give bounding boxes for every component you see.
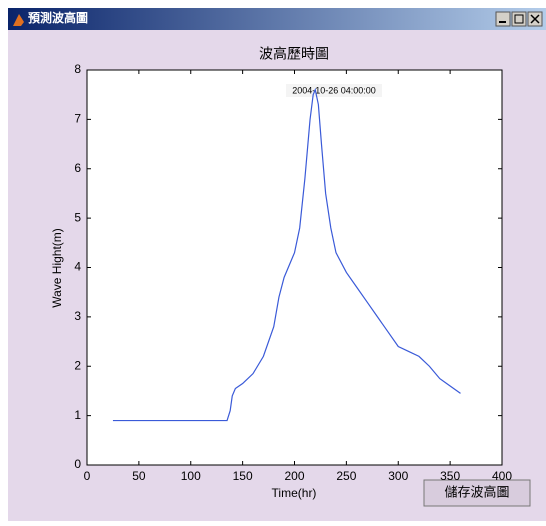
maximize-button[interactable] bbox=[512, 12, 526, 26]
y-tick-label: 6 bbox=[74, 161, 81, 175]
y-tick-label: 1 bbox=[74, 408, 81, 422]
x-tick-label: 300 bbox=[388, 469, 408, 483]
y-tick-label: 0 bbox=[74, 457, 81, 471]
y-tick-label: 7 bbox=[74, 112, 81, 126]
annotation: 2004-10-26 04:00:00 bbox=[292, 85, 376, 95]
plot-area bbox=[87, 70, 502, 465]
chart-title: 波高歷時圖 bbox=[259, 46, 329, 62]
window-title: 預測波高圖 bbox=[28, 10, 88, 25]
title-bar bbox=[8, 8, 546, 30]
x-tick-label: 100 bbox=[181, 469, 201, 483]
y-axis-label: Wave Hight(m) bbox=[50, 228, 64, 308]
x-axis-label: Time(hr) bbox=[272, 486, 317, 500]
x-tick-label: 0 bbox=[84, 469, 91, 483]
x-tick-label: 350 bbox=[440, 469, 460, 483]
window: 預測波高圖 波高歷時圖 Time(hr) Wave Hight(m) 2004-… bbox=[0, 0, 546, 521]
x-tick-label: 400 bbox=[492, 469, 512, 483]
x-tick-label: 50 bbox=[132, 469, 146, 483]
y-tick-label: 8 bbox=[74, 62, 81, 76]
y-tick-label: 3 bbox=[74, 309, 81, 323]
y-tick-label: 4 bbox=[74, 260, 81, 274]
minimize-button[interactable] bbox=[496, 12, 510, 26]
window-controls[interactable] bbox=[496, 12, 542, 26]
save-button-label: 儲存波高圖 bbox=[444, 484, 509, 499]
y-tick-label: 2 bbox=[74, 358, 81, 372]
y-tick-label: 5 bbox=[74, 210, 81, 224]
x-tick-label: 150 bbox=[233, 469, 253, 483]
x-tick-label: 200 bbox=[284, 469, 304, 483]
x-tick-label: 250 bbox=[336, 469, 356, 483]
